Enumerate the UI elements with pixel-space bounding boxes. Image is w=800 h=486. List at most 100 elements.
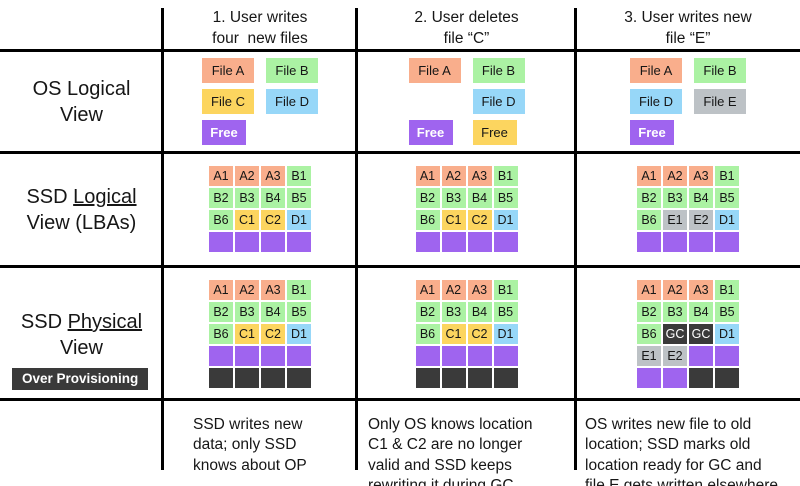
block-cell bbox=[637, 368, 661, 388]
block-cell: B3 bbox=[235, 188, 259, 208]
block-cell: C1 bbox=[235, 210, 259, 230]
block-cell: A1 bbox=[637, 280, 661, 300]
ssd-physical-grid-step3: A1 A2 A3 B1 B2 B3 B4 B5 B6 GC GC D1 E1 E2 bbox=[576, 267, 800, 400]
block-cell: D1 bbox=[287, 210, 311, 230]
file-chip-slot: File B bbox=[266, 58, 318, 83]
file-chip: File E bbox=[694, 89, 746, 114]
block-cell bbox=[493, 346, 518, 366]
block-cell: E2 bbox=[689, 210, 713, 230]
block-cell: B6 bbox=[415, 324, 440, 344]
file-chip: File D bbox=[266, 89, 318, 114]
block-cell bbox=[467, 232, 492, 252]
row-label-line1: OS Logical bbox=[32, 78, 131, 100]
block-cell: B5 bbox=[287, 188, 311, 208]
file-chip-row: File D bbox=[409, 89, 525, 114]
file-chip-row: Free Free bbox=[408, 120, 525, 145]
block-cell: B1 bbox=[715, 166, 739, 186]
file-chip-slot: File D bbox=[472, 89, 525, 114]
vertical-divider bbox=[161, 8, 164, 470]
block-cell: B4 bbox=[261, 188, 285, 208]
block-cell: D1 bbox=[287, 324, 311, 344]
file-chip-row: File A File B bbox=[408, 58, 525, 83]
file-chip-slot: File A bbox=[408, 58, 461, 83]
block-cell: B6 bbox=[415, 210, 440, 230]
block-cell bbox=[715, 368, 739, 388]
block-cell: B4 bbox=[467, 302, 492, 322]
chip-placeholder bbox=[266, 120, 318, 145]
block-cell: A1 bbox=[209, 280, 233, 300]
block-cell: A2 bbox=[441, 280, 466, 300]
os-view-step3: File A File B File D File E Free bbox=[576, 51, 800, 153]
file-chip-slot: File A bbox=[630, 58, 682, 83]
row-label-ssd-logical-view: SSD Logical View (LBAs) bbox=[0, 153, 163, 267]
column-header-step3: 3. User writes new file “E” bbox=[624, 9, 752, 47]
block-cell: B3 bbox=[663, 188, 687, 208]
block-cell: A1 bbox=[415, 166, 440, 186]
ssd-logical-grid-step1: A1 A2 A3 B1 B2 B3 B4 B5 B6 C1 C2 D1 bbox=[163, 153, 357, 267]
file-chip: File A bbox=[202, 58, 254, 83]
block-cell: C2 bbox=[467, 324, 492, 344]
block-cell: A1 bbox=[637, 166, 661, 186]
block-cell: D1 bbox=[715, 324, 739, 344]
block-cell: B3 bbox=[441, 188, 466, 208]
row-label-line2: View (LBAs) bbox=[26, 212, 137, 234]
block-cell: B5 bbox=[715, 302, 739, 322]
block-cell bbox=[209, 232, 233, 252]
file-chip-slot: Free bbox=[202, 120, 254, 145]
block-cell: B6 bbox=[209, 210, 233, 230]
block-cell bbox=[235, 232, 259, 252]
block-cell: B5 bbox=[715, 188, 739, 208]
file-chip-slot: File D bbox=[630, 89, 682, 114]
block-cell bbox=[689, 368, 713, 388]
os-view-step2: File A File B File D Free Free bbox=[357, 51, 576, 153]
file-chip: File C bbox=[202, 89, 254, 114]
block-cell: B2 bbox=[637, 302, 661, 322]
block-cell bbox=[261, 368, 285, 388]
block-cell: B4 bbox=[689, 302, 713, 322]
vertical-divider bbox=[355, 8, 358, 470]
block-cell: E2 bbox=[663, 346, 687, 366]
block-cell: C1 bbox=[441, 324, 466, 344]
block-cell: B1 bbox=[715, 280, 739, 300]
block-cell bbox=[209, 346, 233, 366]
block-cell bbox=[261, 232, 285, 252]
corner-cell bbox=[0, 0, 163, 51]
file-chip: File D bbox=[630, 89, 682, 114]
block-cell bbox=[415, 232, 440, 252]
file-chip: File B bbox=[472, 58, 525, 83]
block-cell: GC bbox=[689, 324, 713, 344]
underlined-word: Logical bbox=[73, 186, 137, 208]
block-cell: B3 bbox=[663, 302, 687, 322]
block-cell: B5 bbox=[493, 302, 518, 322]
block-cell: A1 bbox=[415, 280, 440, 300]
block-cell: B1 bbox=[287, 166, 311, 186]
block-cell bbox=[287, 346, 311, 366]
file-chip: Free bbox=[408, 120, 453, 145]
os-view-step1: File A File B File C File D Free bbox=[163, 51, 357, 153]
block-cell bbox=[441, 368, 466, 388]
block-cell bbox=[689, 346, 713, 366]
block-cell bbox=[715, 346, 739, 366]
block-cell bbox=[467, 368, 492, 388]
file-chip-slot: Free bbox=[630, 120, 682, 145]
block-cell bbox=[467, 346, 492, 366]
block-cell: B6 bbox=[637, 210, 661, 230]
row-label-line1: SSD Logical bbox=[26, 186, 137, 208]
block-cell: D1 bbox=[715, 210, 739, 230]
block-cell: E1 bbox=[663, 210, 687, 230]
row-label-line1: SSD Physical bbox=[20, 311, 143, 333]
block-cell bbox=[493, 232, 518, 252]
column-header-step2: 2. User deletes file “C” bbox=[414, 9, 519, 47]
block-cell: A2 bbox=[235, 166, 259, 186]
block-cell: B3 bbox=[235, 302, 259, 322]
block-cell bbox=[261, 346, 285, 366]
block-cell: A3 bbox=[689, 166, 713, 186]
file-chip: File B bbox=[266, 58, 318, 83]
block-cell bbox=[689, 232, 713, 252]
file-chip: Free bbox=[202, 120, 246, 145]
block-cell: B4 bbox=[467, 188, 492, 208]
block-cell: B6 bbox=[209, 324, 233, 344]
block-cell: A2 bbox=[663, 280, 687, 300]
block-cell: A1 bbox=[209, 166, 233, 186]
